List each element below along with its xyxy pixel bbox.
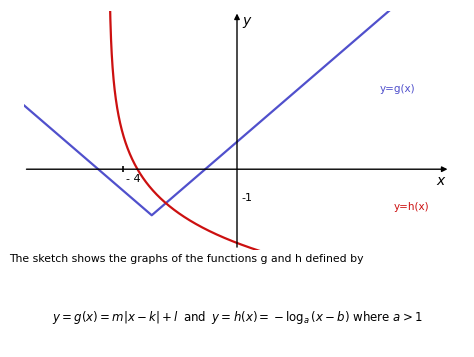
Text: $y = g(x) = m|x-k|+l$$\;\;$and$\;\;$$y = h(x) = -\log_a(x-b)$ where $a>1$: $y = g(x) = m|x-k|+l$$\;\;$and$\;\;$$y =… [52, 309, 422, 326]
Text: The sketch shows the graphs of the functions g and h defined by: The sketch shows the graphs of the funct… [9, 254, 364, 264]
Text: - 4: - 4 [126, 175, 141, 185]
Text: y=h(x): y=h(x) [393, 202, 429, 212]
Text: x: x [437, 175, 445, 188]
Text: -1: -1 [241, 193, 252, 203]
Text: y=g(x): y=g(x) [379, 84, 415, 94]
Text: y: y [242, 14, 250, 27]
